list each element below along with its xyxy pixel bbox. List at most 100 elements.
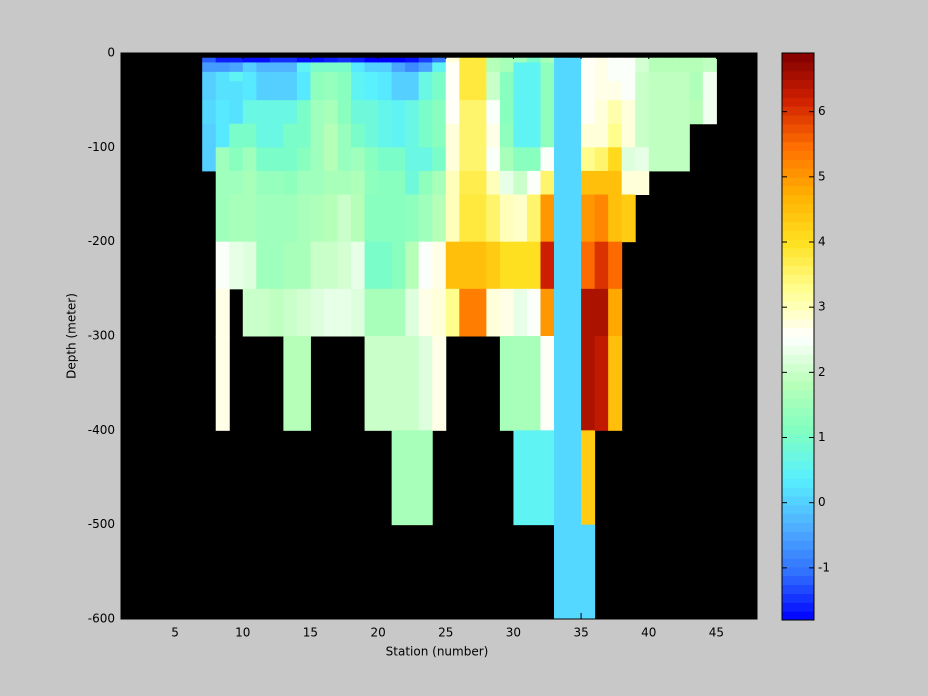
cell [472,57,487,63]
cell [513,194,528,243]
cell [621,62,636,73]
cell [256,288,271,337]
y-tick-label: 0 [107,46,115,60]
cell [472,147,487,172]
cell [526,430,541,526]
colorbar-swatch [782,407,814,417]
cell [378,62,393,73]
cell [432,57,447,63]
cell [256,147,271,172]
cell [459,57,474,63]
cell [269,81,284,101]
cell [486,71,501,82]
cell [269,100,284,125]
colorbar-swatch [782,433,814,444]
cell [391,194,406,243]
cell [215,147,230,172]
cell [269,123,284,148]
cell [405,336,420,431]
cell [472,170,487,195]
cell [269,62,284,73]
cell [540,430,555,526]
cell [635,170,650,195]
cell [581,147,596,172]
colorbar-swatch [782,106,814,116]
cell [621,81,636,101]
colorbar-swatch [782,194,814,205]
cell [675,57,690,63]
cell [418,336,433,431]
colorbar-swatch [782,292,814,302]
colorbar-swatch [782,132,814,143]
cell [432,100,447,125]
cell [621,170,636,195]
cell [364,241,379,290]
cell [364,71,379,82]
cell [391,336,406,431]
cell [581,170,596,195]
cell [472,194,487,243]
colorbar-swatch [782,425,814,435]
colorbar-swatch [782,602,814,612]
cell [337,170,352,195]
cell [229,170,244,195]
colorbar-swatch [782,168,814,178]
cell [418,288,433,337]
colorbar-tick-label: 1 [818,430,826,444]
cell [702,62,717,73]
x-tick-label: 10 [235,626,250,640]
cell [364,194,379,243]
cell [594,57,609,63]
cell [472,241,487,290]
cell [310,62,325,73]
cell [594,336,609,431]
cell [432,288,447,337]
cell [608,170,623,195]
colorbar-tick-label: 5 [818,169,826,183]
cell [310,57,325,63]
cell [635,81,650,101]
cell [215,100,230,125]
cell [269,194,284,243]
cell [378,71,393,82]
cell [405,123,420,148]
y-tick-label: -400 [88,423,115,437]
cell [242,170,257,195]
cell [675,100,690,125]
cell [608,336,623,431]
x-tick-label: 15 [303,626,318,640]
cell [499,194,514,243]
cell [405,71,420,82]
cell [323,81,339,101]
cell [283,62,298,73]
cell [418,170,433,195]
cell [526,123,541,148]
cell [323,241,339,290]
cell [540,336,555,431]
x-tick-label: 20 [370,626,385,640]
cell [594,170,609,195]
cell [526,81,541,101]
cell [351,288,366,337]
cell [554,430,569,526]
colorbar-swatch [782,469,814,479]
cell [351,170,366,195]
cell [378,100,393,125]
cell [256,170,271,195]
cell [296,147,311,172]
colorbar-swatch [782,283,814,293]
cell [229,147,244,172]
cell [554,336,569,431]
cell [418,123,433,148]
cell [296,194,311,243]
cell [229,123,244,148]
colorbar-swatch [782,203,814,213]
colorbar-swatch [782,61,814,72]
colorbar-swatch [782,495,814,506]
cell [472,81,487,101]
cell [323,123,339,148]
cell [391,123,406,148]
cell [323,57,339,63]
cell [391,71,406,82]
